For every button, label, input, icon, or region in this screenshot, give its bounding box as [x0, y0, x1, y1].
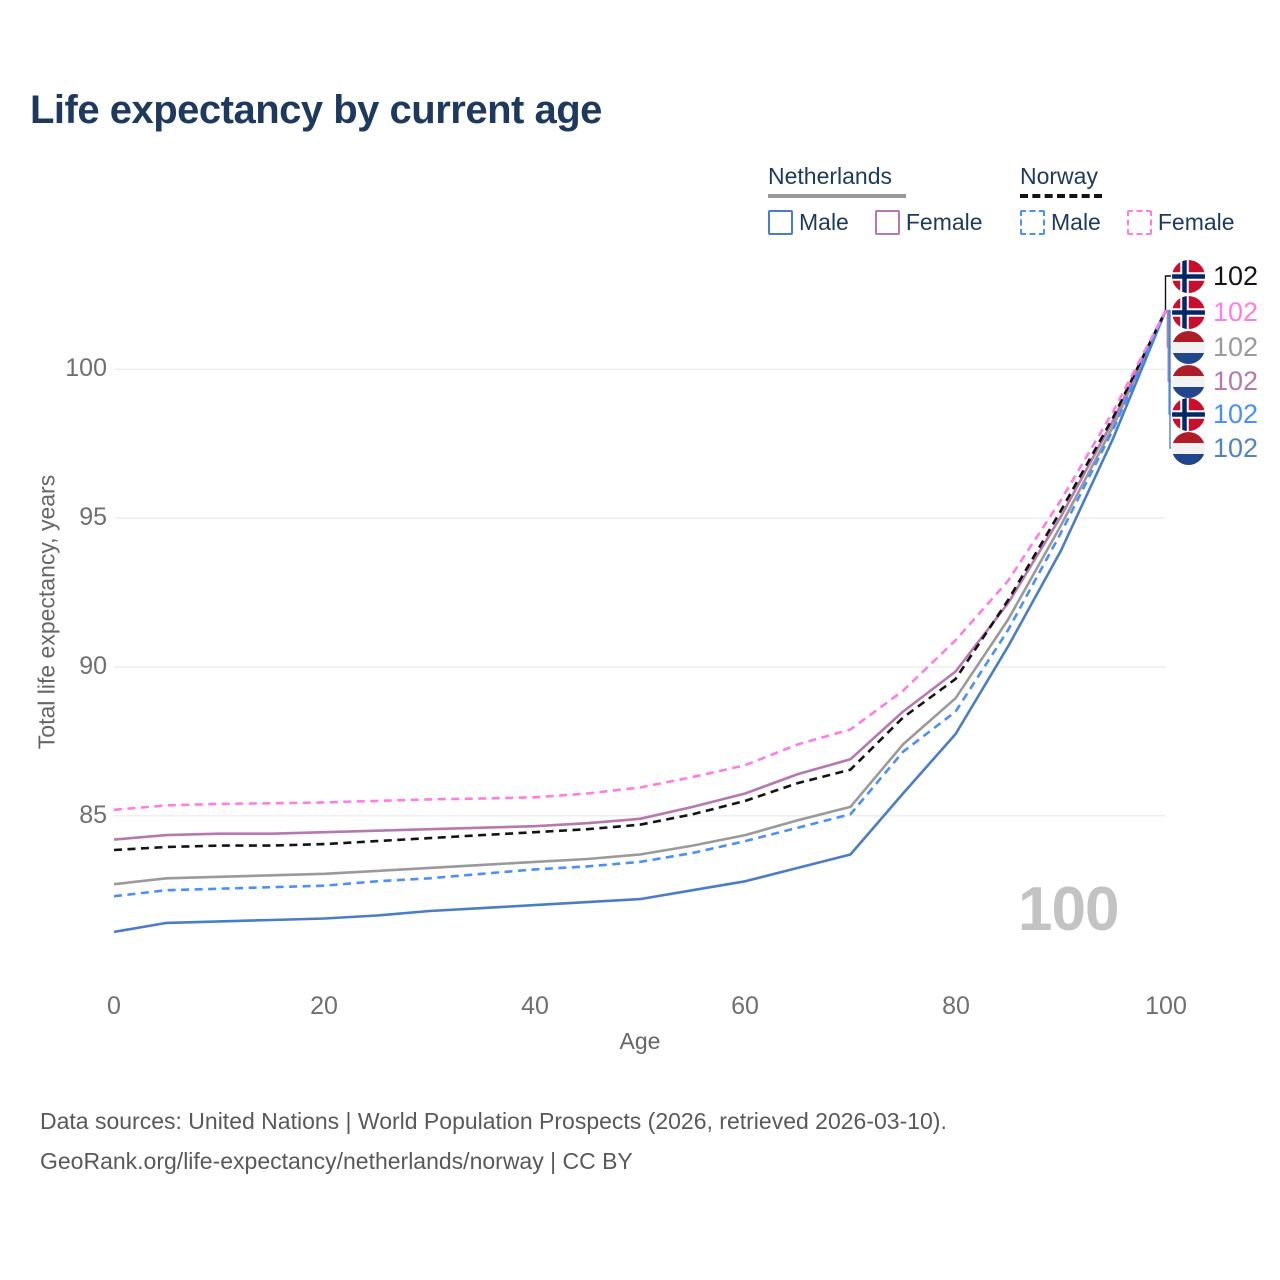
legend-item-label: Female	[1157, 209, 1235, 235]
netherlands-male-swatch-icon	[768, 210, 793, 235]
end-value: 102	[1213, 296, 1259, 327]
norway-flag-icon	[1172, 295, 1205, 329]
x-tick-0: 0	[107, 992, 121, 1020]
legend-item-norway-male[interactable]: Male	[1020, 209, 1101, 236]
legend-item-norway-female[interactable]: Female	[1126, 209, 1235, 236]
end-value: 102	[1213, 398, 1259, 429]
attribution-line: GeoRank.org/life-expectancy/netherlands/…	[40, 1148, 633, 1174]
data-source-line: Data sources: United Nations | World Pop…	[40, 1108, 947, 1134]
legend-item-netherlands-female[interactable]: Female	[874, 209, 983, 236]
norway-male-swatch-icon	[1020, 210, 1045, 235]
end-label-netherlands-male: 102	[1172, 431, 1258, 465]
end-label-norway-male: 102	[1172, 397, 1258, 431]
x-axis-title: Age	[619, 1028, 661, 1054]
x-tick-80: 80	[942, 992, 970, 1020]
norway-flag-icon	[1172, 259, 1205, 293]
end-value: 102	[1213, 260, 1259, 291]
netherlands-flag-icon	[1172, 330, 1205, 364]
y-tick-95: 95	[79, 503, 107, 531]
legend-item-label: Female	[905, 209, 983, 235]
norway-female-swatch-icon	[1126, 210, 1152, 235]
netherlands-female-swatch-icon	[874, 210, 900, 235]
x-tick-40: 40	[521, 992, 549, 1020]
y-tick-85: 85	[79, 801, 107, 829]
age-counter-watermark: 100	[1018, 875, 1119, 944]
x-tick-20: 20	[310, 992, 338, 1020]
legend-group-netherlands: Netherlands Male Female	[768, 163, 983, 236]
legend-item-label: Male	[799, 209, 849, 235]
netherlands-flag-icon	[1172, 364, 1205, 398]
y-axis-title: Total life expectancy, years	[33, 474, 60, 750]
end-value: 102	[1213, 365, 1259, 396]
legend-group-norway: Norway Male Female	[1020, 163, 1235, 236]
netherlands-flag-icon	[1172, 431, 1205, 465]
norway-line-style-sample	[1020, 194, 1102, 198]
norway-flag-icon	[1172, 397, 1205, 431]
end-label-norway-total: 102	[1172, 259, 1258, 293]
end-label-norway-female: 102	[1172, 295, 1258, 329]
y-tick-100: 100	[65, 354, 107, 382]
netherlands-line-style-sample	[768, 194, 906, 198]
legend-item-netherlands-male[interactable]: Male	[768, 209, 849, 236]
end-value: 102	[1213, 432, 1259, 463]
end-value: 102	[1213, 331, 1259, 362]
page-title: Life expectancy by current age	[30, 88, 602, 132]
legend-country-norway: Norway	[1020, 163, 1098, 189]
legend-country-netherlands: Netherlands	[768, 163, 893, 189]
x-tick-100: 100	[1145, 992, 1187, 1020]
end-label-netherlands-female: 102	[1172, 364, 1258, 398]
legend-item-label: Male	[1051, 209, 1101, 235]
end-label-netherlands-total: 102	[1172, 330, 1258, 364]
x-tick-60: 60	[731, 992, 759, 1020]
y-tick-90: 90	[79, 652, 107, 680]
